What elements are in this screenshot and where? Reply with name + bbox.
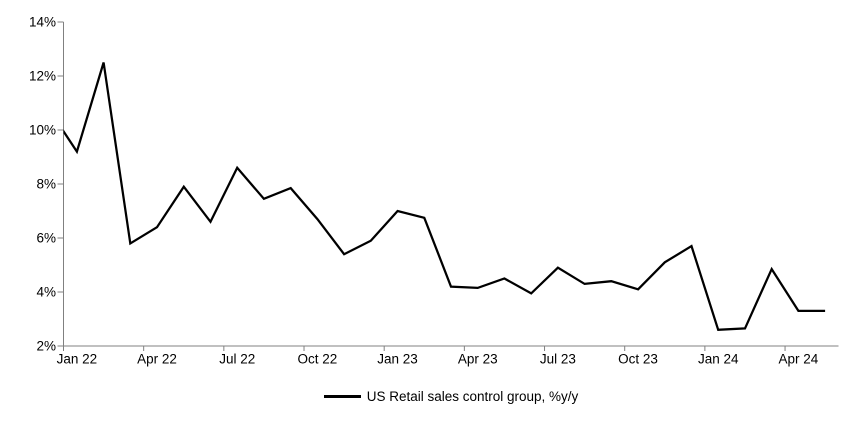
x-axis-tick-label: Oct 22 (297, 352, 337, 367)
x-axis-tick-label: Oct 23 (618, 352, 658, 367)
x-axis-tick-label: Apr 24 (779, 352, 819, 367)
y-axis-tick-label: 14% (29, 15, 56, 30)
x-axis-tick-label: Jan 24 (698, 352, 739, 367)
legend-line-swatch (323, 395, 361, 398)
y-axis-tick-label: 4% (36, 285, 56, 300)
series-line-us-retail-sales-control-group (63, 62, 826, 331)
legend-series-label: US Retail sales control group, %y/y (366, 389, 579, 404)
y-axis-tick-label: 12% (29, 69, 56, 84)
y-axis-tick-label: 2% (36, 339, 56, 354)
y-axis-tick-label: 6% (36, 231, 56, 246)
x-axis-tick-label: Apr 23 (458, 352, 498, 367)
x-axis-tick-label: Jan 22 (57, 352, 98, 367)
x-axis-tick-label: Jul 22 (219, 352, 255, 367)
y-axis-tick-label: 10% (29, 123, 56, 138)
chart-legend: US Retail sales control group, %y/y (63, 387, 839, 406)
x-axis-tick-label: Apr 22 (137, 352, 177, 367)
x-axis-tick-label: Jul 23 (540, 352, 576, 367)
y-axis-tick-label: 8% (36, 177, 56, 192)
x-axis-tick-label: Jan 23 (377, 352, 418, 367)
